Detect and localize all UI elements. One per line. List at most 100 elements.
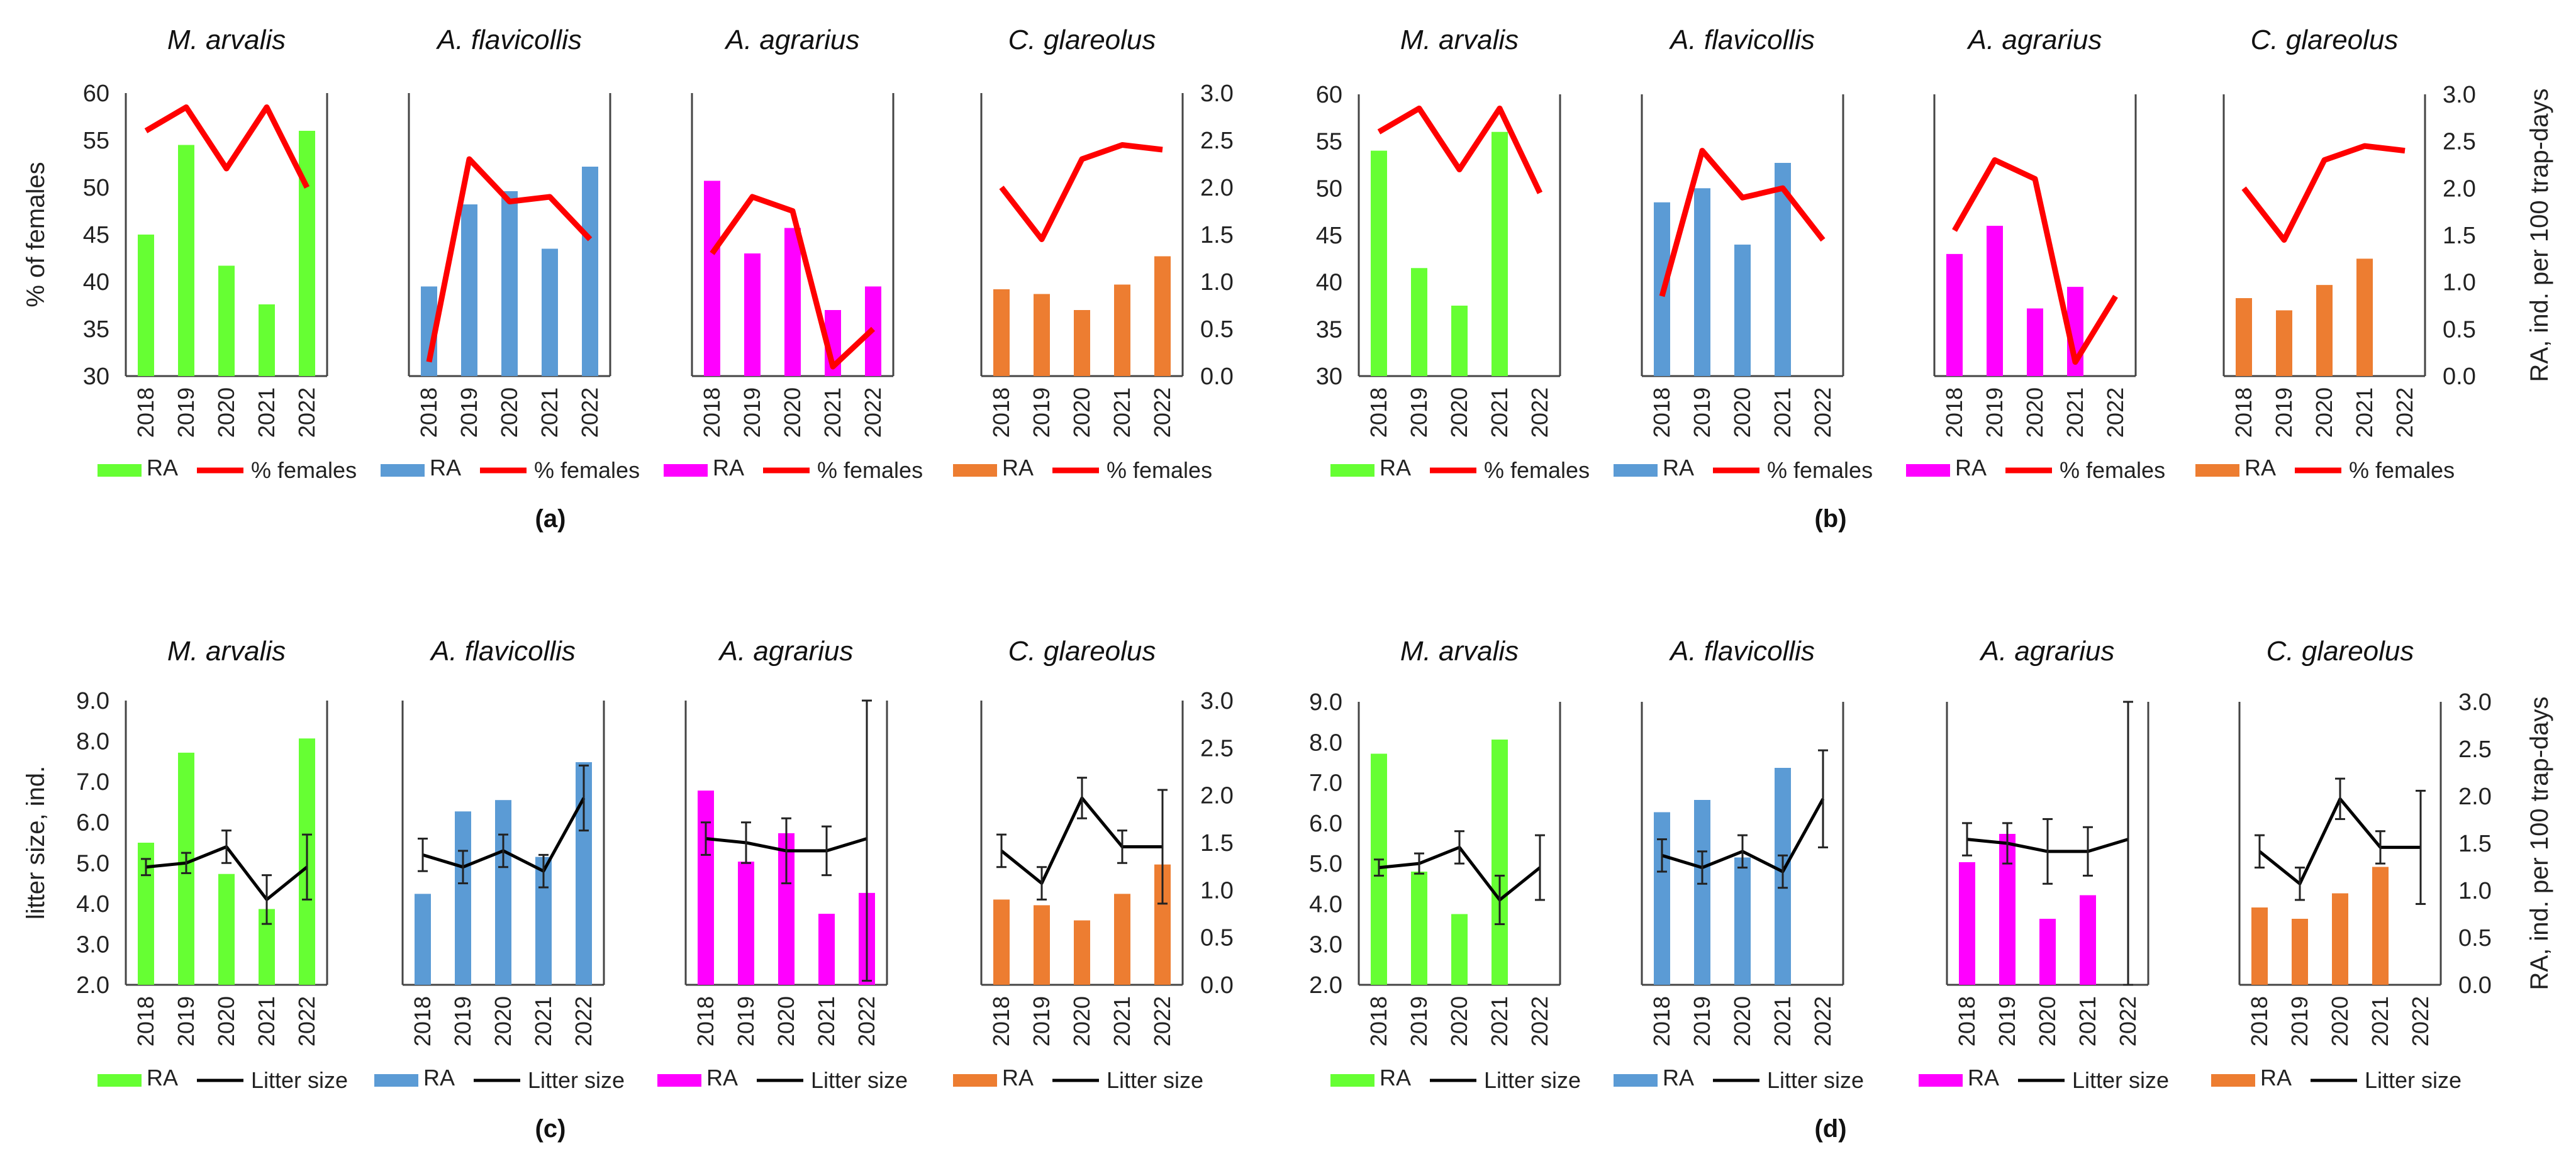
subplot-title: A. flavicollis [1668,636,1815,667]
legend-label-litter: Litter size [1484,1067,1581,1093]
legend-label-ra: RA [1955,455,1987,480]
legend-label-ra: RA [2244,455,2276,480]
subplot-title: C. glareolus [1008,636,1156,667]
x-tick-label: 2020 [2034,996,2060,1046]
y-left-tick-label: 2.0 [1309,972,1342,999]
subplot-a-flavicollis: A. flavicollis 2018 2019 2020 2021 2022 RA Litt… [374,636,625,1093]
bar-ra [1694,188,1710,376]
x-tick-label: 2018 [693,996,718,1046]
x-tick-label: 2019 [1029,996,1054,1046]
x-tick-label: 2022 [2407,996,2433,1046]
x-tick-label: 2022 [1527,387,1553,438]
legend-swatch-ra [664,464,708,477]
panel-caption: (d) [1814,1115,1846,1143]
x-tick-label: 2022 [2115,996,2141,1046]
legend-label-ra: RA [713,455,744,480]
y-right-tick-label: 2.5 [2458,736,2492,763]
bar-ra [2251,907,2268,985]
bar-ra [1451,914,1468,985]
subplot-c-glareolus: C. glareolus 2018 2019 2020 2021 2022 RA % fema… [2195,25,2455,483]
bar-ra [1114,894,1130,985]
y-left-tick-label: 8.0 [76,729,109,755]
x-tick-label: 2019 [456,387,482,438]
legend-label-litter: Litter size [2072,1067,2169,1093]
bar-ra [1074,310,1090,376]
x-tick-label: 2020 [2327,996,2353,1046]
legend-label-females: % females [817,457,923,483]
y-left-axis-label: litter size, ind. [22,766,50,920]
legend-swatch-ra [1906,464,1950,477]
x-tick-label: 2018 [133,387,159,438]
x-tick-label: 2022 [1810,387,1836,438]
bar-ra [1411,872,1427,985]
y-right-tick-label: 0.0 [1200,972,1234,999]
x-tick-label: 2021 [537,387,562,438]
bar-ra [1074,920,1090,985]
y-left-tick-label: 60 [1316,82,1342,108]
legend-label-ra: RA [706,1065,738,1090]
x-tick-label: 2018 [133,996,159,1046]
x-tick-label: 2022 [571,996,596,1046]
y-right-tick-label: 1.0 [1200,877,1234,904]
subplot-a-flavicollis: A. flavicollis 2018 2019 2020 2021 2022 RA % fe… [381,25,640,483]
x-tick-label: 2020 [2022,387,2048,438]
y-left-tick-label: 55 [1316,129,1342,155]
x-tick-label: 2021 [2075,996,2100,1046]
subplot-c-glareolus: C. glareolus 2018 2019 2020 2021 2022 RA Litter… [953,636,1203,1093]
legend-label-ra: RA [1968,1065,1999,1090]
bar-ra [1371,150,1387,376]
subplot-title: A. agrarius [1966,25,2102,55]
y-right-axis-label: RA, ind. per 100 trap-days [2526,89,2553,382]
subplot-title: A. flavicollis [435,25,582,55]
y-left-tick-label: 9.0 [76,688,109,714]
y-left-tick-label: 60 [83,80,109,107]
x-tick-label: 2020 [1446,387,1472,438]
y-left-tick-label: 3.0 [1309,932,1342,958]
y-left-tick-label: 6.0 [76,810,109,836]
legend-label-females: % females [1767,457,1873,483]
legend-label-litter: Litter size [1107,1067,1203,1093]
x-tick-label: 2020 [1069,996,1095,1046]
legend-swatch-ra [381,464,425,477]
subplot-title: M. arvalis [1400,25,1519,55]
y-left-tick-label: 40 [1316,270,1342,296]
bar-ra [1734,244,1751,376]
subplot-title: A. flavicollis [1668,25,1815,55]
x-tick-label: 2019 [450,996,476,1046]
legend-swatch-ra [1919,1074,1963,1087]
legend-label-litter: Litter size [251,1067,348,1093]
bar-ra [1114,284,1130,376]
legend-label-ra: RA [2260,1065,2292,1090]
y-right-tick-label: 0.5 [2458,925,2492,951]
bar-ra [415,894,431,985]
subplot-title: A. flavicollis [429,636,576,667]
subplot-title: A. agrarius [1979,636,2115,667]
x-tick-label: 2019 [739,387,765,438]
y-left-tick-label: 9.0 [1309,689,1342,716]
x-tick-label: 2018 [410,996,435,1046]
legend-swatch-ra [1330,464,1374,477]
x-tick-label: 2020 [1729,387,1755,438]
x-tick-label: 2022 [1527,996,1553,1046]
x-tick-label: 2019 [173,387,199,438]
x-tick-label: 2021 [1486,996,1512,1046]
legend-label-litter: Litter size [1767,1067,1864,1093]
bar-ra [455,811,471,985]
bar-ra [1451,306,1468,376]
legend-label-females: % females [2349,457,2455,483]
y-left-tick-label: 4.0 [76,891,109,918]
legend-swatch-ra [2195,464,2239,477]
bar-ra [461,204,477,376]
x-tick-label: 2018 [1649,996,1675,1046]
x-tick-label: 2020 [1729,996,1755,1046]
legend-label-litter: Litter size [2365,1067,2462,1093]
bar-ra [2080,895,2096,985]
bar-ra [1959,862,1975,985]
y-right-tick-label: 0.0 [2443,363,2476,390]
x-tick-label: 2019 [1689,996,1715,1046]
x-tick-label: 2020 [1446,996,1472,1046]
y-left-tick-label: 45 [83,222,109,248]
legend-label-ra: RA [1002,455,1034,480]
x-tick-label: 2018 [2246,996,2272,1046]
